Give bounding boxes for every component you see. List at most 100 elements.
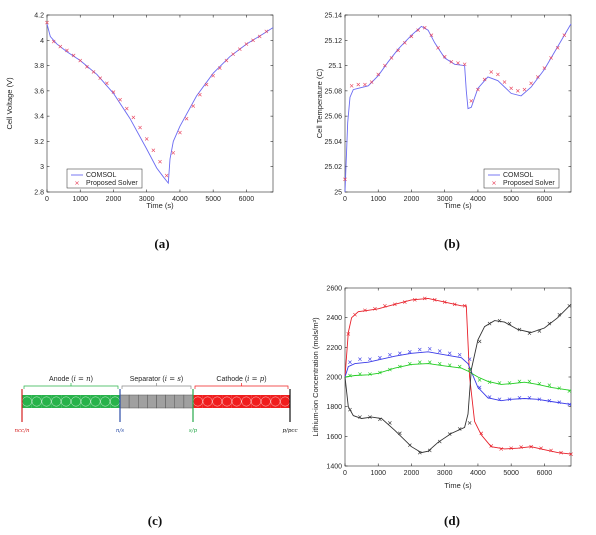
series-point bbox=[151, 148, 156, 153]
series-point bbox=[58, 44, 63, 49]
series-point bbox=[457, 352, 462, 357]
separator-cell bbox=[156, 394, 166, 409]
series-point bbox=[497, 318, 502, 323]
x-axis-label: Time (s) bbox=[444, 481, 472, 490]
series-point bbox=[479, 431, 484, 436]
y-tick-label: 1600 bbox=[326, 434, 342, 441]
x-tick-label: 0 bbox=[45, 196, 49, 203]
series-point bbox=[396, 48, 400, 53]
series-point bbox=[368, 372, 372, 376]
separator-cell bbox=[119, 394, 130, 409]
panel-d-concentration-chart: 0 1000 2000 3000 4000 5000 6000 1400 1600 1800 200… bbox=[311, 286, 573, 490]
series-point bbox=[211, 73, 215, 78]
series-point bbox=[496, 72, 500, 77]
series-point bbox=[389, 56, 394, 60]
electrode-particle bbox=[31, 396, 42, 407]
series-point bbox=[388, 352, 392, 357]
series-point bbox=[467, 367, 472, 372]
series-point bbox=[437, 361, 442, 366]
series-point bbox=[422, 296, 427, 301]
series-point bbox=[487, 395, 492, 399]
y-tick-label: 3.4 bbox=[34, 114, 44, 121]
legend-box bbox=[66, 168, 143, 189]
series-point bbox=[467, 357, 472, 362]
series-point bbox=[376, 72, 381, 77]
series-point bbox=[427, 448, 432, 453]
region-bracket bbox=[23, 383, 119, 389]
x-tick-label: 5000 bbox=[503, 470, 519, 477]
series-point bbox=[457, 364, 462, 369]
electrode-particle bbox=[61, 396, 71, 407]
series-point bbox=[562, 33, 567, 38]
series-point bbox=[407, 349, 412, 354]
series-point bbox=[158, 159, 162, 164]
series-point bbox=[457, 427, 462, 431]
x-tick-label: 3000 bbox=[437, 196, 453, 203]
series-point bbox=[71, 53, 76, 58]
y-axis-label: Lithium-ion Concentration (mols/m³) bbox=[311, 317, 320, 437]
y-axis-label: Cell Voltage (V) bbox=[5, 77, 14, 130]
electrode-particle bbox=[212, 396, 223, 407]
series-point bbox=[184, 116, 189, 121]
x-tick-label: 4000 bbox=[172, 196, 188, 203]
x-tick-label: 6000 bbox=[537, 196, 553, 203]
separator-cell bbox=[183, 394, 194, 409]
series-point bbox=[416, 28, 420, 32]
x-tick-label: 1000 bbox=[370, 196, 386, 203]
series-point bbox=[124, 106, 129, 111]
series-point bbox=[437, 349, 442, 353]
series-point bbox=[469, 99, 474, 103]
series-point bbox=[407, 361, 412, 366]
series-point bbox=[456, 61, 460, 65]
x-tick-label: 2000 bbox=[404, 196, 420, 203]
series-point bbox=[144, 137, 149, 141]
series-point bbox=[369, 80, 374, 84]
legend-entry: Proposed Solver bbox=[503, 180, 555, 187]
x-tick-label: 0 bbox=[343, 196, 347, 203]
series-point bbox=[204, 82, 209, 87]
series-point bbox=[557, 400, 562, 405]
series-point bbox=[535, 75, 540, 79]
series-point bbox=[383, 303, 387, 308]
legend-marker-swatch bbox=[75, 181, 79, 185]
series-point bbox=[398, 351, 402, 356]
electrode-particle bbox=[280, 396, 291, 407]
series-point bbox=[537, 397, 542, 402]
electrode-particle bbox=[202, 396, 213, 407]
x-tick-label: 0 bbox=[343, 470, 347, 477]
series-line bbox=[344, 351, 572, 405]
series-point bbox=[487, 321, 492, 326]
series-point bbox=[537, 381, 542, 386]
series-point bbox=[218, 66, 222, 70]
electrode-particle bbox=[241, 396, 252, 407]
series-point bbox=[447, 432, 452, 436]
series-point bbox=[78, 58, 83, 63]
series-point bbox=[516, 89, 520, 93]
series-point bbox=[547, 321, 552, 326]
series-point bbox=[85, 65, 89, 69]
y-tick-label: 25 bbox=[334, 190, 342, 197]
series-point bbox=[388, 367, 392, 372]
y-tick-label: 2600 bbox=[326, 286, 342, 293]
series-point bbox=[569, 452, 573, 456]
y-tick-label: 25.12 bbox=[324, 38, 342, 45]
caption-b: (b) bbox=[444, 236, 460, 251]
x-tick-label: 1000 bbox=[72, 196, 88, 203]
series-point bbox=[378, 417, 382, 422]
series-point bbox=[257, 34, 262, 39]
series-point bbox=[131, 115, 136, 120]
series-line bbox=[344, 23, 572, 193]
series-point bbox=[138, 125, 142, 130]
series-point bbox=[517, 327, 522, 332]
series-point bbox=[509, 446, 513, 451]
y-tick-label: 2400 bbox=[326, 315, 342, 322]
series-point bbox=[65, 48, 69, 53]
electrode-particle bbox=[231, 396, 242, 407]
series-point bbox=[447, 351, 452, 356]
series-point bbox=[527, 379, 532, 384]
series-point bbox=[499, 447, 504, 451]
series-point bbox=[244, 42, 249, 46]
region-label: Cathode (i = p) bbox=[216, 375, 266, 383]
series-point bbox=[348, 373, 352, 378]
